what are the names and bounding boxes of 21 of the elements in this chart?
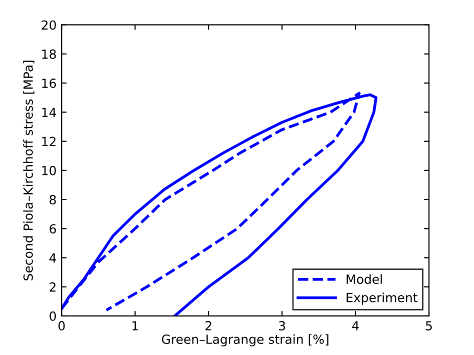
y-tick-label: 20 (42, 20, 56, 30)
y-tick-label: 4 (49, 253, 56, 262)
y-tick-label: 14 (42, 108, 56, 117)
y-tick-label: 2 (50, 282, 56, 292)
y-tick-label: 10 (42, 166, 56, 176)
x-axis-title: Green–Lagrange strain [%] (162, 334, 328, 346)
legend-label: Experiment (346, 292, 418, 305)
x-tick-label: 5 (426, 321, 432, 330)
x-tick-label: 0 (58, 321, 65, 330)
y-axis-title: Second Piola–Kirchhoff stress [MPa] (23, 60, 34, 280)
legend-label: Model (346, 274, 382, 284)
x-tick-label: 4 (352, 321, 359, 330)
x-tick-label: 3 (279, 321, 286, 330)
y-tick-label: 16 (42, 78, 56, 88)
x-tick-label: 2 (206, 321, 212, 330)
y-tick-label: 0 (50, 311, 56, 321)
y-tick-label: 12 (42, 136, 56, 146)
y-tick-label: 18 (42, 49, 56, 59)
y-tick-label: 8 (50, 194, 56, 204)
y-tick-label: 6 (50, 224, 56, 234)
x-tick-label: 1 (132, 321, 138, 330)
